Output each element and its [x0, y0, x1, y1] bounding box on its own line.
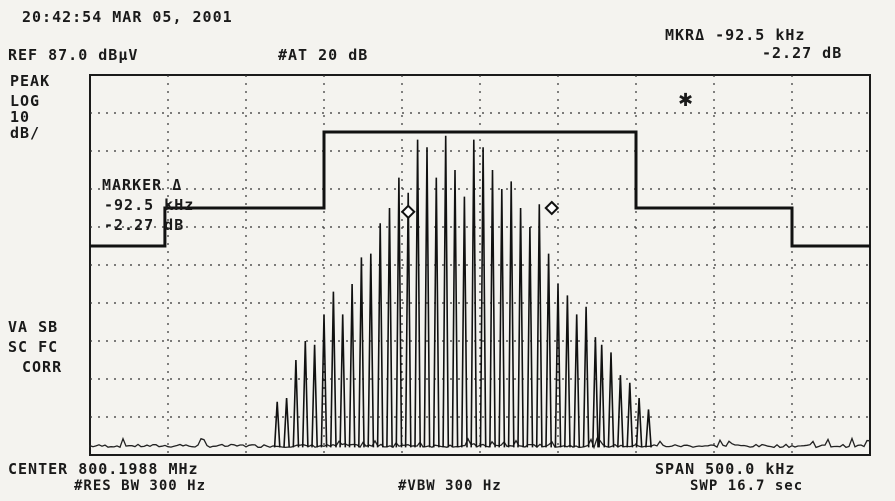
trace-peak — [626, 382, 634, 448]
noise-floor — [89, 436, 871, 450]
trace-peak — [545, 253, 552, 448]
trace-peak — [414, 139, 421, 448]
trace-peak — [348, 283, 356, 448]
marker-diamond-icon — [400, 204, 416, 220]
timestamp: 20:42:54 MAR 05, 2001 — [22, 8, 233, 26]
marker-readout-freq: MKRΔ -92.5 kHz — [665, 26, 806, 44]
trace-peak — [582, 306, 590, 448]
sweep-time: SWP 16.7 sec — [690, 478, 804, 494]
marker-box-amp: -2.27 dB — [104, 216, 185, 234]
trace-peak — [367, 253, 375, 448]
trace-peak — [607, 352, 615, 448]
limit-mask — [90, 130, 870, 248]
attenuation: #AT 20 dB — [278, 46, 369, 64]
trace-peak — [395, 177, 403, 448]
trace-peak — [517, 207, 524, 448]
resolution-bandwidth: #RES BW 300 Hz — [74, 478, 207, 494]
trace-peak — [358, 257, 365, 448]
trace-peak — [432, 177, 440, 448]
trace-peak — [489, 169, 496, 448]
detector-mode: PEAK — [10, 72, 51, 90]
trace-peak — [311, 344, 318, 448]
trace-peak — [386, 207, 393, 448]
trace-peak — [554, 283, 562, 448]
trace-peak — [339, 314, 347, 448]
scale-line-1: LOG — [10, 92, 41, 110]
trace-peak — [461, 196, 468, 448]
marker-diamond-icon — [544, 200, 560, 216]
trace-peak — [292, 359, 300, 448]
trace-peak — [592, 337, 599, 448]
trace-peak — [273, 401, 281, 448]
plot-grid — [90, 75, 870, 455]
trace-peak — [598, 344, 606, 448]
marker-layer — [400, 200, 560, 220]
trace-mode: VA SB — [8, 318, 59, 336]
trace-peak — [320, 314, 328, 448]
trace-peak — [283, 397, 290, 448]
span: SPAN 500.0 kHz — [655, 460, 796, 478]
trace-peak — [442, 135, 450, 448]
correction-line-1: SC FC — [8, 338, 59, 356]
trace-peak — [404, 192, 412, 448]
trace-peak — [526, 226, 534, 448]
trace-peak — [617, 375, 624, 448]
ref-level: REF 87.0 dBµV — [8, 46, 139, 64]
trace-peak — [573, 314, 581, 448]
trace-peak — [470, 139, 478, 448]
reference-star-icon: ✱ — [678, 90, 693, 111]
scale-line-2: 10 — [10, 108, 31, 126]
trace-peak — [498, 188, 506, 448]
trace-peak — [635, 397, 643, 448]
trace-peak — [451, 169, 459, 448]
trace-peak — [535, 204, 543, 448]
trace-peak — [330, 291, 337, 448]
center-frequency: CENTER 800.1988 MHz — [8, 460, 199, 478]
trace-peak — [564, 295, 571, 448]
marker-box-title: MARKER Δ — [102, 176, 183, 194]
video-bandwidth: #VBW 300 Hz — [398, 478, 502, 494]
marker-box-freq: -92.5 kHz — [104, 196, 195, 214]
trace-peak — [507, 181, 515, 448]
trace-peak — [479, 147, 487, 448]
trace-peak — [301, 340, 309, 448]
spectrum-trace — [89, 135, 871, 450]
correction-line-2: CORR — [22, 358, 63, 376]
trace-peak — [376, 223, 384, 448]
limit-mask-line — [90, 130, 870, 248]
trace-peak — [423, 147, 431, 448]
trace-peak — [645, 409, 652, 448]
marker-readout-amp: -2.27 dB — [762, 44, 843, 62]
scale-line-3: dB/ — [10, 124, 41, 142]
